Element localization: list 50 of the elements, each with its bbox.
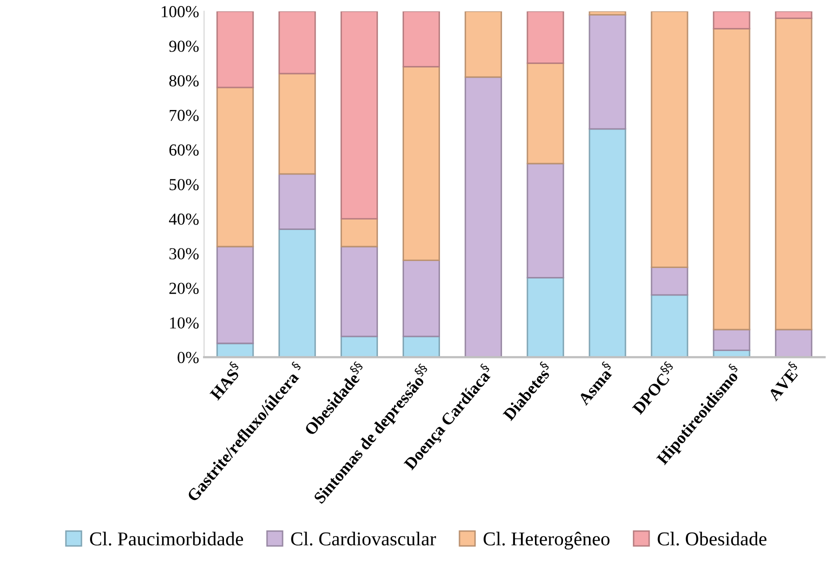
x-tick-label: Asma$^{§}$ bbox=[574, 360, 616, 406]
bar bbox=[712, 28, 750, 330]
y-tick-label: 60% bbox=[169, 144, 199, 156]
x-tick-label: Obesidade$^{§§}$ bbox=[301, 360, 368, 436]
bar bbox=[526, 162, 564, 278]
bar bbox=[278, 173, 316, 230]
bar bbox=[526, 11, 564, 64]
bar bbox=[464, 11, 502, 78]
bar bbox=[650, 11, 688, 268]
bar bbox=[278, 11, 316, 74]
bar bbox=[216, 246, 254, 344]
bar bbox=[588, 11, 626, 16]
bar bbox=[464, 76, 502, 358]
bar bbox=[340, 218, 378, 248]
bar bbox=[650, 266, 688, 296]
x-tick-label: Diabetes$^{§}$ bbox=[500, 360, 554, 422]
y-tick-label: 100% bbox=[162, 6, 199, 18]
bar bbox=[278, 72, 316, 175]
bar bbox=[712, 11, 750, 30]
bar bbox=[402, 66, 440, 262]
bar bbox=[526, 276, 564, 358]
y-tick-label: 90% bbox=[169, 40, 199, 52]
x-tick-label: AVE$^{§}$ bbox=[764, 360, 802, 402]
y-tick-label: 20% bbox=[169, 282, 199, 294]
bar bbox=[340, 11, 378, 220]
legend-label: Cl. Paucimorbidade bbox=[90, 532, 244, 546]
bar bbox=[588, 128, 626, 358]
bar bbox=[588, 14, 626, 130]
y-tick-label: 40% bbox=[169, 214, 199, 225]
bar bbox=[216, 86, 254, 248]
bar bbox=[774, 18, 812, 330]
bar bbox=[774, 11, 812, 19]
legend-label: Cl. Heterogêneo bbox=[484, 532, 610, 550]
y-tick-label: 80% bbox=[169, 75, 199, 87]
bar bbox=[712, 328, 750, 351]
bar bbox=[278, 228, 316, 358]
y-tick-label: 70% bbox=[170, 110, 199, 122]
y-tick-label: 30% bbox=[169, 248, 199, 260]
bar bbox=[774, 328, 812, 358]
bar bbox=[650, 294, 688, 358]
bar bbox=[402, 11, 440, 68]
bar bbox=[526, 62, 564, 164]
y-tick-label: 10% bbox=[170, 317, 199, 329]
legend-label: Cl. Obesidade bbox=[658, 532, 766, 546]
y-tick-label: 0% bbox=[178, 352, 199, 364]
bar bbox=[340, 246, 378, 338]
bar bbox=[216, 11, 254, 88]
legend-label: Cl. Cardiovascular bbox=[291, 532, 436, 546]
bar bbox=[402, 260, 440, 338]
y-tick-label: 50% bbox=[170, 178, 199, 190]
